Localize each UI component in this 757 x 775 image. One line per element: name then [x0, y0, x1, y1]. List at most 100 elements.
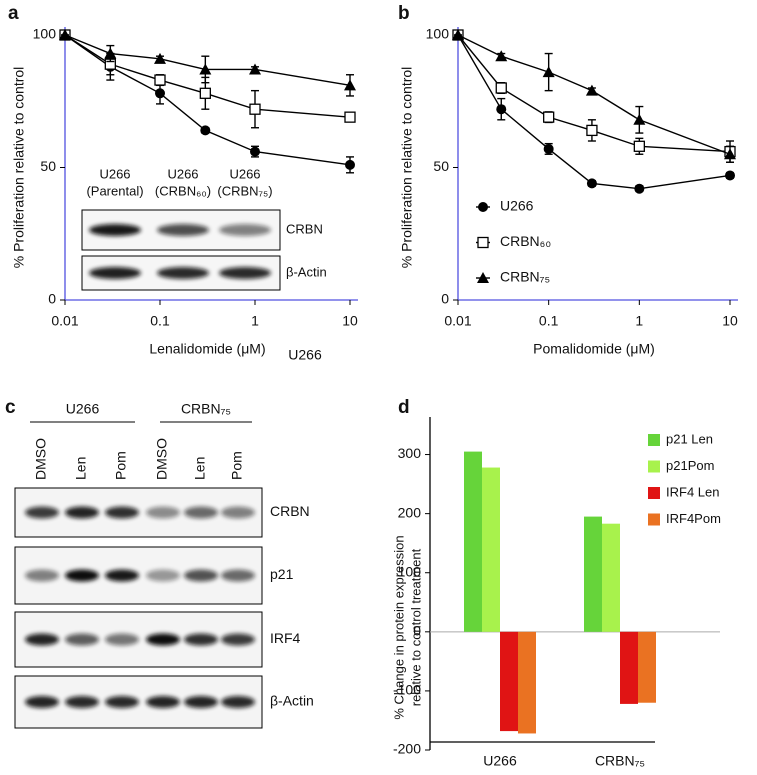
panel-label: b	[398, 3, 410, 24]
marker	[495, 82, 507, 94]
legend-label: p21 Len	[666, 431, 713, 446]
y-tick-label: 0	[441, 291, 449, 307]
y-axis-label: % Proliferation relative to control	[11, 67, 27, 269]
series-line	[64, 34, 351, 87]
y-axis-label: % Change in protein expression	[391, 535, 406, 719]
marker	[249, 103, 261, 115]
blot-band	[146, 569, 180, 582]
marker	[495, 50, 508, 62]
bar	[584, 516, 602, 632]
lane-label: DMSO	[154, 438, 170, 480]
blot-band	[25, 696, 59, 708]
y-axis-label: relative to control treatment	[408, 548, 423, 706]
group-label: CRBN₇₅	[181, 401, 231, 417]
blot-band	[146, 506, 180, 519]
marker	[477, 272, 489, 283]
marker	[199, 87, 211, 99]
y-axis-label: % Proliferation relative to control	[399, 67, 415, 269]
blot-band	[65, 633, 99, 646]
row-label: IRF4	[270, 630, 301, 646]
marker	[452, 29, 464, 40]
blot-band	[157, 224, 209, 236]
bar	[602, 523, 620, 632]
blot-band	[221, 506, 255, 519]
blot-band	[105, 633, 139, 646]
blot-band	[65, 506, 99, 519]
note: U266	[288, 347, 322, 363]
blot-band	[157, 267, 209, 279]
series-line	[64, 34, 351, 118]
blot-band	[219, 224, 271, 236]
blot-band	[221, 633, 255, 646]
lane-label: Pom	[113, 451, 129, 480]
panel-label: d	[398, 397, 410, 418]
series-line	[457, 34, 731, 155]
legend-label: IRF4 Len	[666, 484, 719, 499]
blot-band	[25, 506, 59, 519]
blot-band	[184, 569, 218, 582]
x-tick-label: 0.1	[150, 313, 170, 329]
y-tick-label: 300	[398, 445, 422, 461]
marker	[154, 74, 166, 86]
x-axis-label: Pomalidomide (μM)	[533, 341, 655, 357]
y-tick-label: 0	[48, 291, 56, 307]
inset-lane-label: U266	[99, 166, 130, 181]
legend-label: CRBN₇₅	[500, 269, 550, 285]
marker	[154, 52, 166, 64]
panel-label: c	[5, 397, 16, 418]
marker	[725, 170, 735, 181]
row-label: β-Actin	[270, 693, 314, 709]
x-axis-label: Lenalidomide (μM)	[149, 341, 265, 357]
y-tick-label: -200	[393, 741, 421, 757]
blot-band	[65, 569, 99, 582]
lane-label: DMSO	[33, 438, 49, 480]
marker	[104, 47, 117, 59]
bar	[620, 631, 638, 704]
inset-row-label: CRBN	[286, 221, 323, 236]
x-tick-label: 1	[251, 313, 259, 329]
inset-lane-label: U266	[167, 166, 198, 181]
panel-label: a	[8, 3, 19, 24]
bar	[518, 631, 536, 734]
marker	[344, 111, 356, 123]
lane-label: Len	[73, 457, 89, 480]
marker	[724, 148, 736, 160]
marker	[543, 143, 554, 154]
bar	[464, 451, 482, 632]
marker	[155, 88, 165, 99]
blot-band	[184, 506, 218, 519]
marker	[478, 202, 488, 212]
blot-band	[89, 224, 141, 236]
blot-band	[25, 569, 59, 582]
y-tick-label: 0	[413, 623, 421, 639]
row-label: p21	[270, 566, 294, 582]
lane-label: Len	[192, 457, 208, 480]
legend-swatch	[648, 513, 660, 526]
marker	[249, 63, 261, 75]
blot-band	[105, 569, 139, 582]
legend-label: U266	[500, 198, 534, 214]
blot-band	[184, 633, 218, 646]
inset-row-label: β-Actin	[286, 264, 327, 279]
y-tick-label: 100	[33, 26, 57, 42]
blot-band	[146, 696, 180, 708]
marker	[586, 124, 598, 137]
blot-band	[105, 506, 139, 519]
marker	[586, 178, 597, 189]
marker	[477, 236, 489, 249]
x-tick-label: 0.1	[539, 313, 559, 329]
series-line	[457, 34, 731, 190]
lane-label: Pom	[229, 451, 245, 480]
x-tick-label: 0.01	[51, 313, 78, 329]
x-tick-label: CRBN₇₅	[595, 753, 645, 769]
bar	[638, 631, 656, 703]
marker	[633, 140, 645, 152]
legend-label: CRBN₆₀	[500, 233, 551, 249]
x-tick-label: 0.01	[444, 313, 471, 329]
bar	[482, 467, 500, 632]
x-tick-label: U266	[483, 753, 517, 769]
legend-swatch	[648, 434, 660, 446]
x-tick-label: 1	[635, 313, 643, 329]
